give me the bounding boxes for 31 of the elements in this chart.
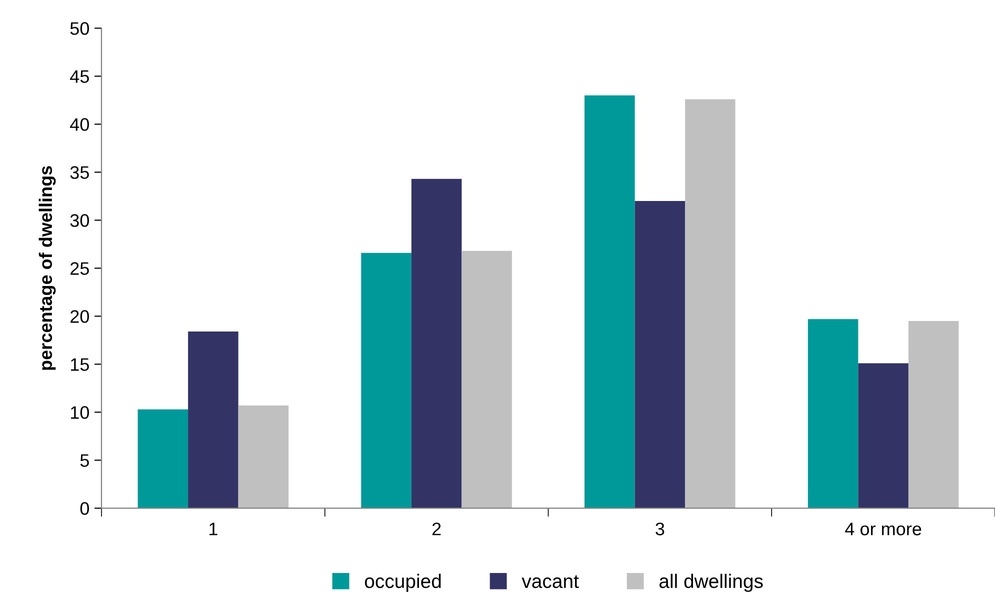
y-tick-label: 10 — [70, 406, 89, 419]
legend-label: occupied — [364, 574, 441, 592]
bar — [188, 332, 238, 508]
y-tick-label: 30 — [70, 214, 89, 227]
bar — [908, 321, 959, 508]
bar — [808, 319, 858, 508]
x-tick-label: 1 — [210, 522, 218, 536]
bar — [361, 252, 412, 508]
y-tick-label: 20 — [70, 310, 89, 323]
legend-label: all dwellings — [659, 574, 763, 592]
y-tick-label: 45 — [70, 70, 89, 83]
y-tick-label: 40 — [70, 118, 89, 131]
y-tick-label: 35 — [70, 166, 89, 179]
bar — [462, 250, 512, 508]
x-tick-label: 3 — [656, 522, 664, 536]
bar — [584, 95, 635, 508]
bar — [858, 363, 908, 508]
bar — [685, 99, 736, 508]
x-tick-label: 4 or more — [845, 522, 922, 536]
y-axis-title: percentage of dwellings — [38, 166, 56, 370]
y-tick-label: 50 — [70, 22, 89, 35]
y-tick-label: 15 — [70, 358, 89, 371]
bar — [238, 405, 289, 508]
y-tick-label: 5 — [80, 454, 89, 467]
legend-label: vacant — [522, 575, 579, 588]
bar — [411, 178, 462, 508]
bar — [634, 201, 686, 508]
y-tick-label: 0 — [80, 502, 89, 515]
x-tick-label: 2 — [432, 522, 441, 536]
y-tick-label: 25 — [70, 262, 89, 275]
bar — [138, 409, 188, 508]
